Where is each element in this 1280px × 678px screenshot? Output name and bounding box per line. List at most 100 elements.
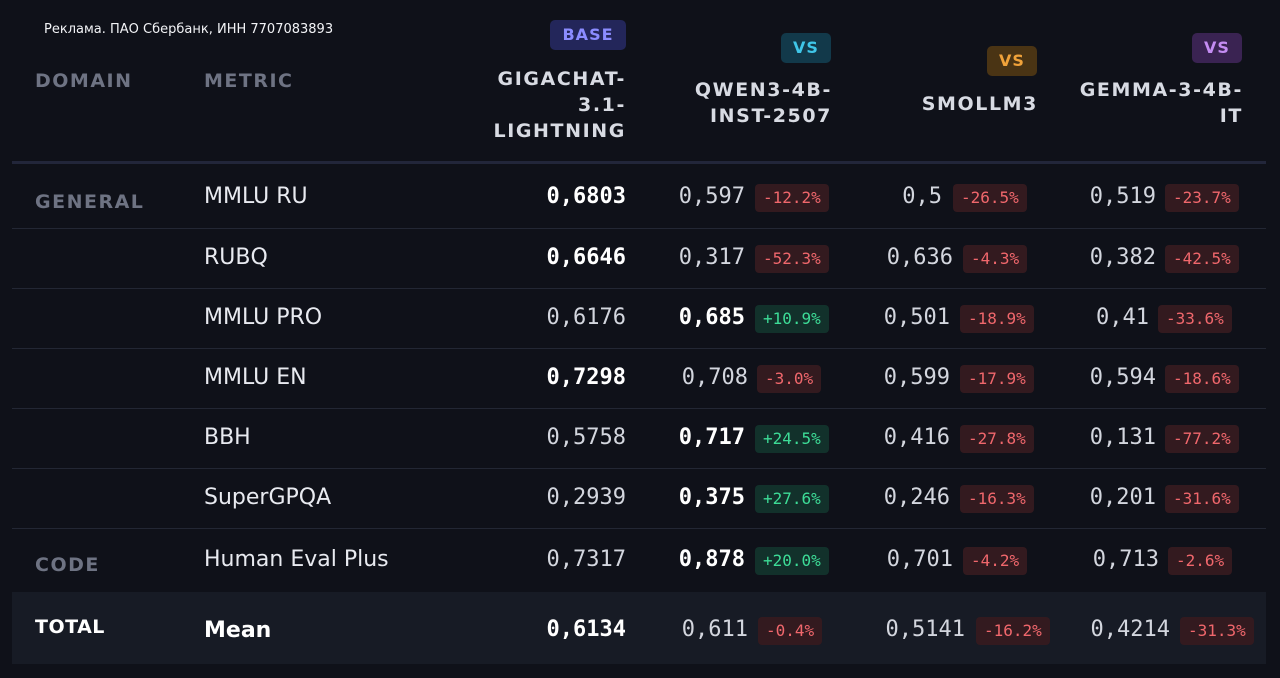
model-name-line: SMOLLM3 [921, 93, 1038, 115]
qwen-mean-score: 0,611 [681, 617, 748, 642]
domain-code: CODE [35, 554, 100, 576]
gemma-delta: -2.6% [1168, 547, 1233, 575]
gemma-score: 0,131 [1089, 425, 1156, 450]
metric-name: MMLU PRO [204, 305, 323, 330]
gemma-mean-score: 0,4214 [1090, 617, 1170, 642]
smollm-delta: -4.2% [963, 547, 1028, 575]
total-row-background [12, 592, 1266, 664]
table-row: MMLU EN 0,7298 0,708 -3.0% 0,599 -17.9% … [0, 349, 1280, 409]
gemma-delta: -18.6% [1165, 365, 1239, 393]
metric-mean: Mean [204, 618, 272, 643]
qwen-delta: -12.2% [755, 184, 829, 212]
row-divider [12, 228, 1266, 229]
gemma-mean-delta: -31.3% [1180, 617, 1254, 645]
smollm-score: 0,246 [883, 485, 950, 510]
smollm-delta: -26.5% [953, 184, 1027, 212]
smollm-delta: -17.9% [960, 365, 1034, 393]
qwen-score: 0,708 [681, 365, 748, 390]
model-name-line: QWEN3-4B- [694, 79, 832, 101]
gemma-delta: -42.5% [1165, 245, 1239, 273]
metric-name: BBH [204, 425, 251, 450]
model-name-line: IT [1219, 105, 1243, 127]
smollm-score: 0,5 [902, 184, 942, 209]
qwen-delta: +10.9% [755, 305, 829, 333]
model-name-line: 3.1- [578, 94, 626, 116]
model-header-gemma: GEMMA-3-4B- IT [1060, 77, 1243, 129]
gemma-delta: -23.7% [1165, 184, 1239, 212]
metric-name: SuperGPQA [204, 485, 332, 510]
row-divider [12, 408, 1266, 409]
qwen-delta: +24.5% [755, 425, 829, 453]
table-row: Human Eval Plus 0,7317 0,878 +20.0% 0,70… [0, 531, 1280, 591]
base-score: 0,5758 [546, 425, 626, 450]
smollm-score: 0,599 [883, 365, 950, 390]
base-score: 0,7298 [546, 365, 626, 390]
ad-disclaimer: Реклама. ПАО Сбербанк, ИНН 7707083893 [44, 22, 334, 37]
table-row: SuperGPQA 0,2939 0,375 +27.6% 0,246 -16.… [0, 469, 1280, 529]
gemma-delta: -31.6% [1165, 485, 1239, 513]
total-row: TOTAL Mean 0,6134 0,611 -0.4% 0,5141 -16… [0, 600, 1280, 660]
gemma-score: 0,382 [1089, 245, 1156, 270]
table-row: MMLU RU 0,6803 0,597 -12.2% 0,5 -26.5% 0… [0, 168, 1280, 228]
gemma-score: 0,713 [1092, 547, 1159, 572]
table-row: BBH 0,5758 0,717 +24.5% 0,416 -27.8% 0,1… [0, 409, 1280, 469]
smollm-mean-delta: -16.2% [976, 617, 1050, 645]
smollm-delta: -16.3% [960, 485, 1034, 513]
base-badge: BASE [550, 20, 626, 50]
gemma-delta: -33.6% [1158, 305, 1232, 333]
header-divider [12, 161, 1266, 164]
base-score: 0,6646 [546, 245, 626, 270]
table-row: MMLU PRO 0,6176 0,685 +10.9% 0,501 -18.9… [0, 289, 1280, 349]
qwen-score: 0,878 [678, 547, 745, 572]
model-name-line: GEMMA-3-4B- [1079, 79, 1243, 101]
smollm-score: 0,501 [883, 305, 950, 330]
smollm-score: 0,416 [883, 425, 950, 450]
base-score: 0,2939 [546, 485, 626, 510]
model-header-qwen: QWEN3-4B- INST-2507 [640, 77, 832, 129]
model-header-gigachat: GIGACHAT- 3.1- LIGHTNING [440, 66, 626, 144]
qwen-score: 0,717 [678, 425, 745, 450]
row-divider [12, 468, 1266, 469]
row-divider [12, 288, 1266, 289]
gemma-score: 0,41 [1096, 305, 1149, 330]
model-name-line: INST-2507 [710, 105, 832, 127]
smollm-mean-score: 0,5141 [885, 617, 965, 642]
vs-badge-qwen: VS [781, 33, 831, 63]
metric-name: MMLU RU [204, 184, 308, 209]
domain-total: TOTAL [35, 616, 105, 638]
model-name-line: GIGACHAT- [497, 68, 626, 90]
smollm-delta: -18.9% [960, 305, 1034, 333]
base-score: 0,6803 [546, 184, 626, 209]
model-header-smollm: SMOLLM3 [860, 91, 1038, 117]
smollm-score: 0,701 [886, 547, 953, 572]
table-row: RUBQ 0,6646 0,317 -52.3% 0,636 -4.3% 0,3… [0, 229, 1280, 289]
model-name-line: LIGHTNING [493, 120, 626, 142]
qwen-delta: +20.0% [755, 547, 829, 575]
qwen-mean-delta: -0.4% [758, 617, 823, 645]
qwen-score: 0,317 [678, 245, 745, 270]
qwen-delta: -52.3% [755, 245, 829, 273]
base-score: 0,6176 [546, 305, 626, 330]
metric-name: MMLU EN [204, 365, 307, 390]
vs-badge-smollm: VS [987, 46, 1037, 76]
gemma-score: 0,201 [1089, 485, 1156, 510]
smollm-delta: -4.3% [963, 245, 1028, 273]
qwen-score: 0,597 [678, 184, 745, 209]
gemma-delta: -77.2% [1165, 425, 1239, 453]
qwen-delta: -3.0% [757, 365, 822, 393]
smollm-score: 0,636 [886, 245, 953, 270]
column-header-metric: METRIC [204, 70, 294, 92]
base-score: 0,7317 [546, 547, 626, 572]
gemma-score: 0,519 [1089, 184, 1156, 209]
qwen-score: 0,685 [678, 305, 745, 330]
row-divider [12, 528, 1266, 529]
base-mean-score: 0,6134 [546, 617, 626, 642]
column-header-domain: DOMAIN [35, 70, 133, 92]
gemma-score: 0,594 [1089, 365, 1156, 390]
row-divider [12, 348, 1266, 349]
smollm-delta: -27.8% [960, 425, 1034, 453]
vs-badge-gemma: VS [1192, 33, 1242, 63]
qwen-score: 0,375 [678, 485, 745, 510]
qwen-delta: +27.6% [755, 485, 829, 513]
metric-name: RUBQ [204, 245, 268, 270]
